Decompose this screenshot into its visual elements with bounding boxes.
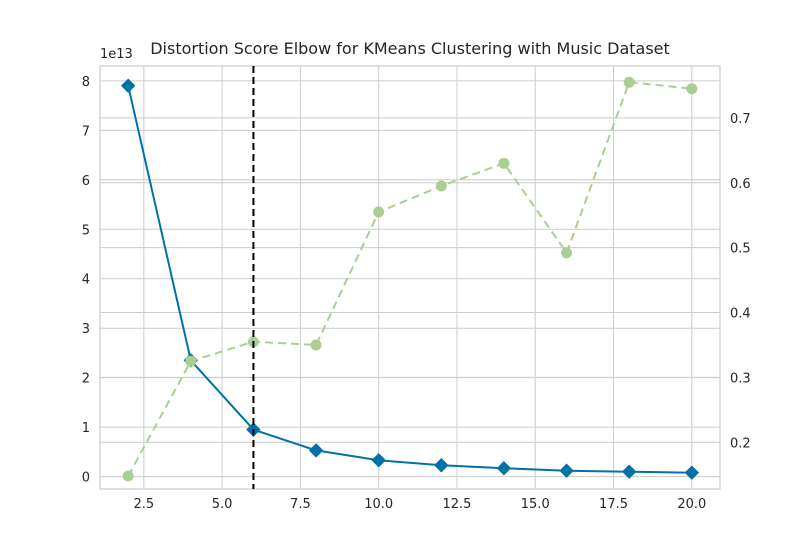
chart-title: Distortion Score Elbow for KMeans Cluste… xyxy=(150,39,670,58)
series-1-point xyxy=(559,463,574,478)
series-2-point xyxy=(310,339,322,351)
exponent-label: 1e13 xyxy=(100,47,133,62)
right-tick-label: 0.5 xyxy=(730,242,751,257)
series-1-point xyxy=(621,464,637,479)
left-tick-label: 6 xyxy=(82,174,90,189)
series-2-point xyxy=(373,206,385,218)
series-1-line xyxy=(127,85,692,474)
left-tick-label: 4 xyxy=(82,273,90,288)
x-tick-label: 20.0 xyxy=(677,497,706,512)
series-1-point xyxy=(308,443,324,458)
x-tick-label: 2.5 xyxy=(133,497,154,512)
series-2-point xyxy=(498,157,510,169)
series-1-point xyxy=(371,453,386,468)
x-tick-label: 7.5 xyxy=(290,497,311,512)
plot-frame xyxy=(99,65,721,490)
right-tick-label: 0.4 xyxy=(730,307,751,322)
series-2-point xyxy=(623,76,635,88)
left-tick-label: 1 xyxy=(82,421,90,436)
right-tick-label: 0.7 xyxy=(730,112,751,127)
series-1-point xyxy=(434,458,449,473)
x-tick-label: 12.5 xyxy=(442,497,471,512)
series-2-line xyxy=(127,81,692,477)
series-2-point xyxy=(435,180,447,192)
series-1-point xyxy=(496,461,512,476)
left-tick-label: 0 xyxy=(82,471,90,486)
series-2-point xyxy=(686,83,698,95)
right-tick-label: 0.2 xyxy=(730,436,751,451)
right-axis-ticks: 0.2 0.3 0.4 0.5 0.6 0.7 xyxy=(730,112,751,451)
grid-lines xyxy=(100,66,720,489)
series-2-point xyxy=(561,247,573,259)
left-axis-ticks: 0 1 2 3 4 5 6 7 8 xyxy=(82,75,90,486)
x-axis-ticks: 2.5 5.0 7.5 10.0 12.5 15.0 17.5 20.0 xyxy=(133,497,706,512)
left-tick-label: 5 xyxy=(82,223,90,238)
series-layer xyxy=(120,76,700,482)
series-1-point xyxy=(684,465,700,480)
left-tick-label: 8 xyxy=(82,75,90,90)
x-tick-label: 17.5 xyxy=(599,497,628,512)
left-tick-label: 7 xyxy=(82,124,90,139)
left-tick-label: 2 xyxy=(82,372,90,387)
right-tick-label: 0.3 xyxy=(730,371,751,386)
series-1-point xyxy=(120,78,136,93)
left-tick-label: 3 xyxy=(82,322,90,337)
x-tick-label: 5.0 xyxy=(212,497,233,512)
right-tick-label: 0.6 xyxy=(730,177,751,192)
series-2-point xyxy=(122,470,134,482)
series-2-point xyxy=(185,355,197,367)
x-tick-label: 10.0 xyxy=(364,497,393,512)
x-tick-label: 15.0 xyxy=(521,497,550,512)
